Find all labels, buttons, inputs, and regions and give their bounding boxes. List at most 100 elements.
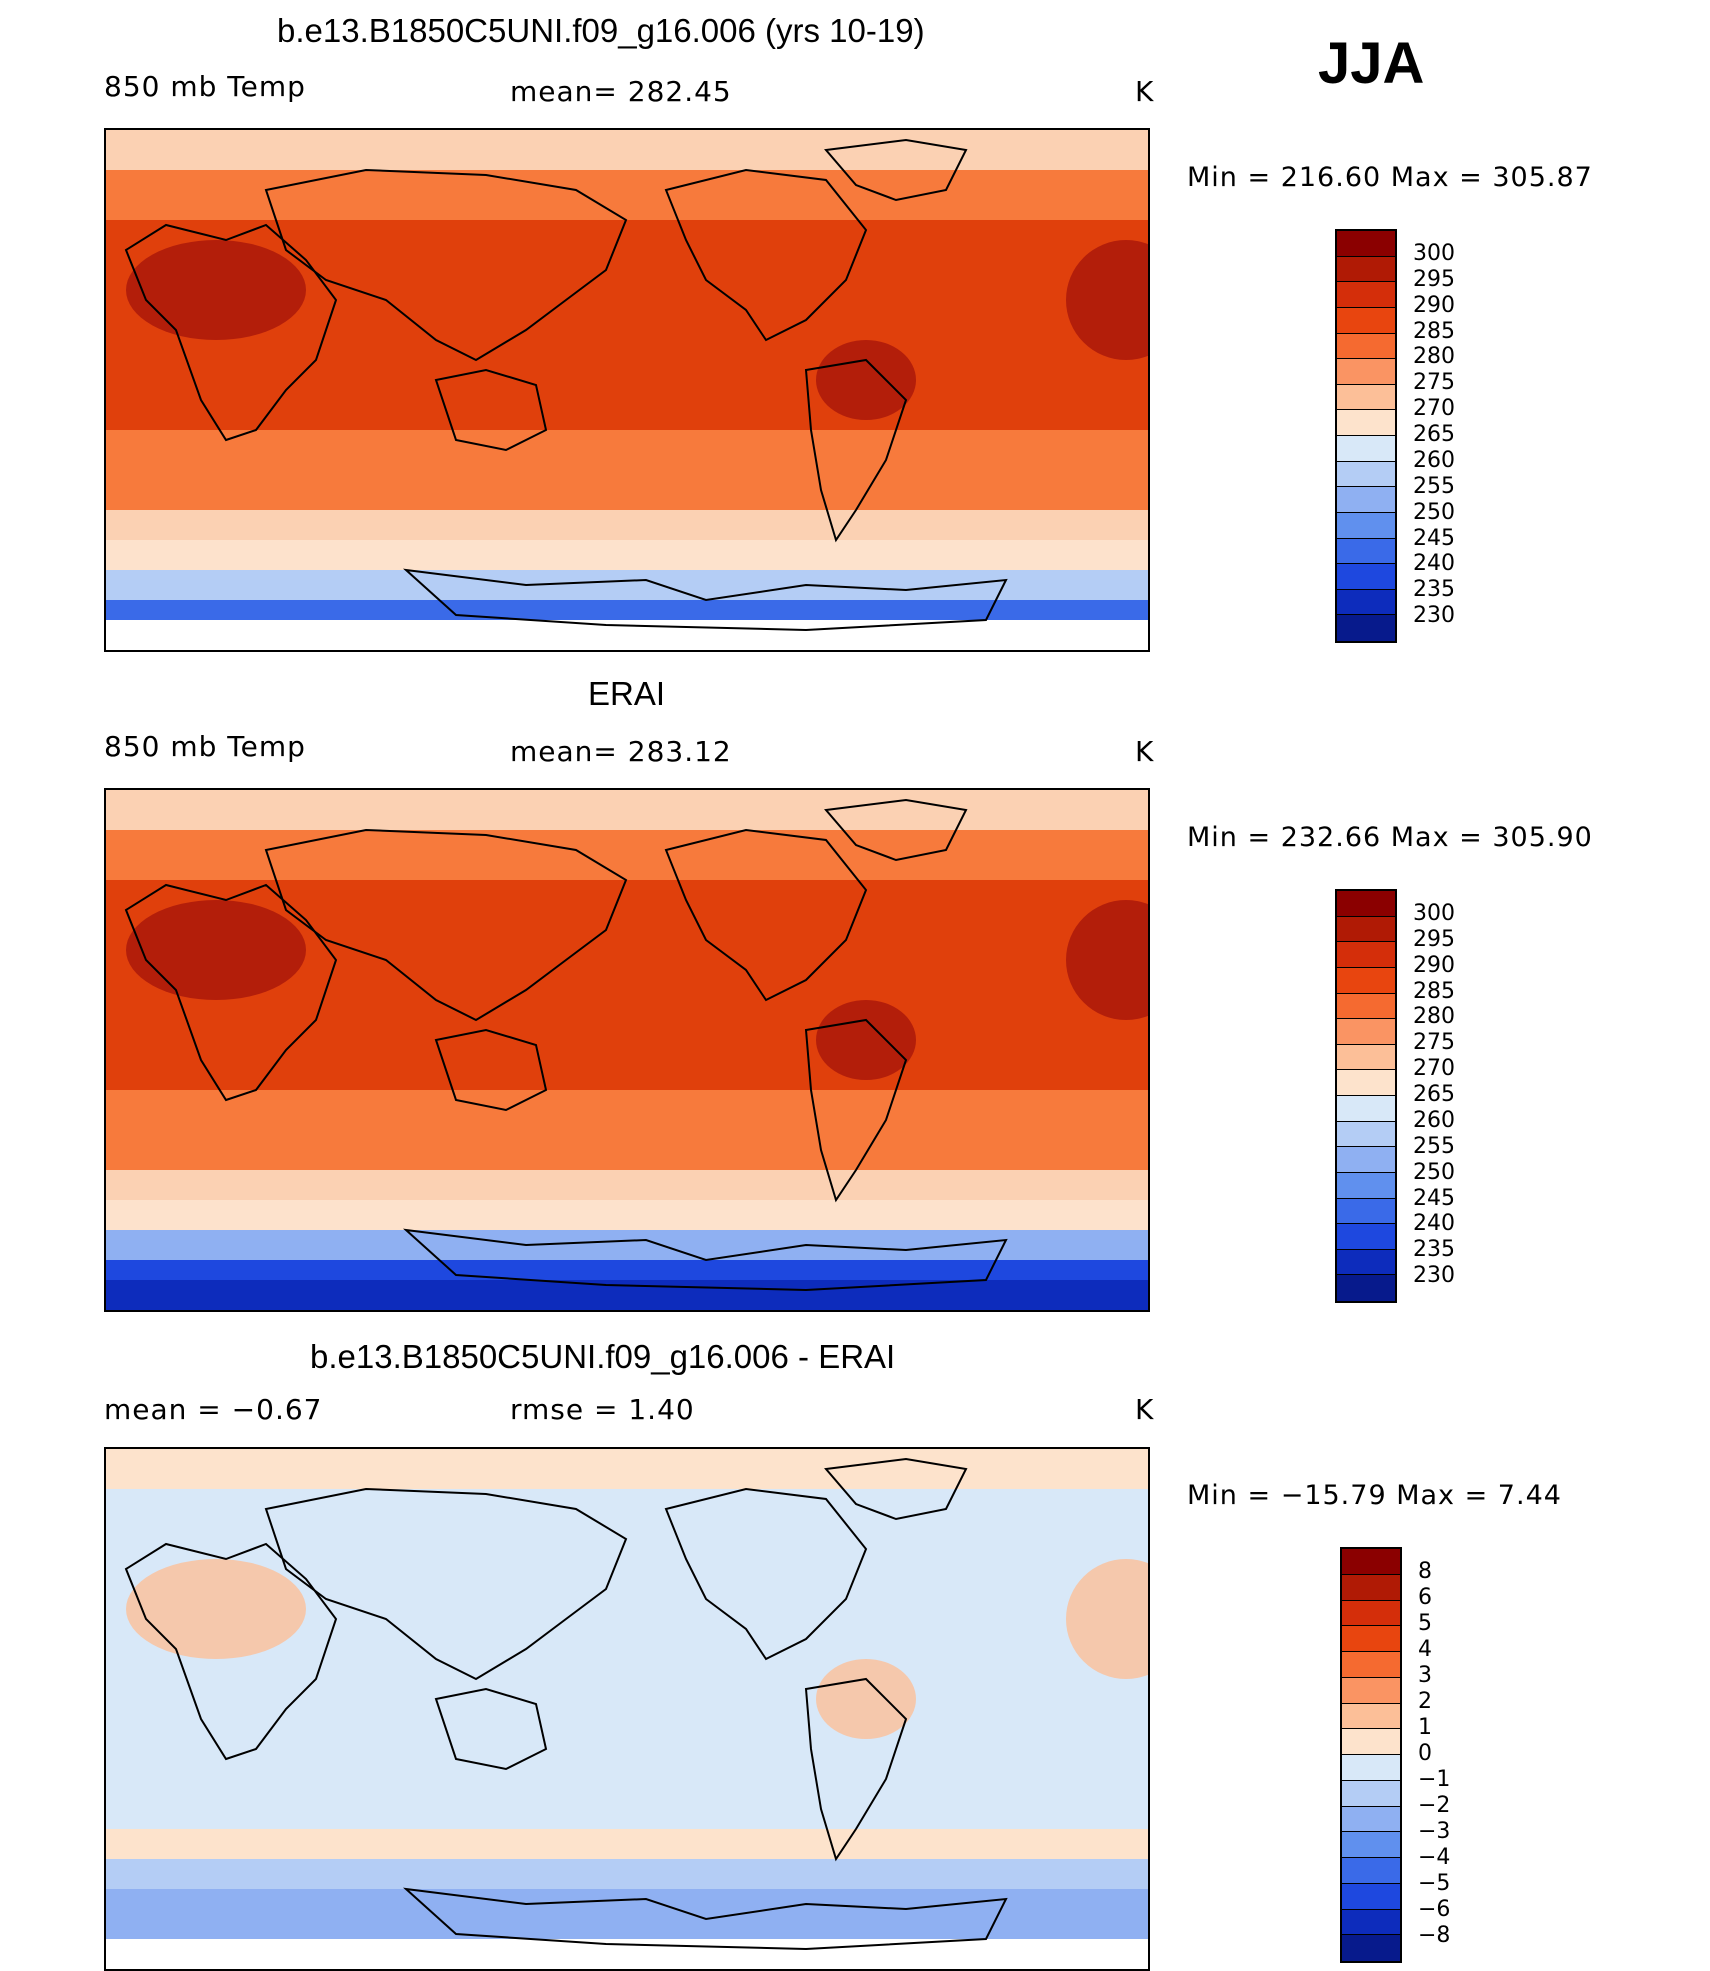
map-field-anomaly — [126, 1559, 306, 1659]
colorbar-swatch — [1337, 512, 1395, 539]
map-coastline — [824, 1457, 968, 1521]
colorbar-tick-label: 275 — [1413, 1030, 1455, 1056]
colorbar-tick-label: 3 — [1418, 1663, 1432, 1688]
colorbar-tick-label: 8 — [1418, 1559, 1432, 1584]
colorbar-swatch — [1342, 1703, 1400, 1730]
map-field-band — [106, 170, 1148, 220]
colorbar-tick-label: 280 — [1413, 1004, 1455, 1030]
colorbar-swatch — [1342, 1909, 1400, 1936]
colorbar-swatch — [1337, 410, 1395, 436]
panel-2-minmax: Min = 232.66 Max = 305.90 — [1187, 822, 1593, 853]
map-coastline — [804, 1677, 908, 1862]
colorbar-tick-label: 5 — [1418, 1611, 1432, 1636]
colorbar-tick-label: 300 — [1413, 900, 1455, 926]
colorbar-tick-label: 255 — [1413, 473, 1455, 499]
map-field-band — [106, 130, 1148, 170]
colorbar-tick-label: 0 — [1418, 1741, 1432, 1766]
colorbar-tick-label: 270 — [1413, 396, 1455, 422]
colorbar-tick-label: −5 — [1418, 1871, 1451, 1896]
colorbar-tick-label: −4 — [1418, 1845, 1451, 1870]
colorbar-swatch — [1337, 942, 1395, 968]
colorbar-tick-label: 245 — [1413, 525, 1455, 551]
map-coastline — [402, 568, 1008, 632]
panel-2-title: ERAI — [588, 675, 666, 712]
colorbar-tick-label: 275 — [1413, 370, 1455, 396]
map-coastline — [664, 168, 868, 342]
colorbar-tick-label: 4 — [1418, 1637, 1432, 1662]
colorbar-swatch — [1337, 993, 1395, 1020]
colorbar-swatch — [1337, 436, 1395, 462]
map-field-band — [106, 1230, 1148, 1260]
colorbar-swatch — [1337, 231, 1395, 257]
colorbar-swatch — [1342, 1832, 1400, 1858]
map-coastline — [434, 368, 548, 452]
map-field-anomaly — [816, 1659, 916, 1739]
colorbar-swatch — [1337, 564, 1395, 590]
colorbar-tick-label: 230 — [1413, 1263, 1455, 1289]
colorbar-tick-label: −3 — [1418, 1819, 1451, 1844]
colorbar-swatch — [1342, 1677, 1400, 1704]
panel-3-rmse-label: rmse = 1.40 — [510, 1393, 695, 1426]
colorbar-swatch — [1337, 1096, 1395, 1122]
map-coastline — [124, 1542, 338, 1761]
colorbar-tick-label: 1 — [1418, 1715, 1432, 1740]
colorbar-tick-label: 245 — [1413, 1185, 1455, 1211]
colorbar-swatch — [1342, 1883, 1400, 1910]
map-field-band — [106, 1200, 1148, 1230]
colorbar-swatch — [1337, 1249, 1395, 1276]
map-field-anomaly — [1066, 240, 1148, 360]
map-coastline — [402, 1228, 1008, 1292]
map-field-band — [106, 1829, 1148, 1859]
colorbar-tick-label: 270 — [1413, 1056, 1455, 1082]
panel-2-colorbar — [1335, 889, 1397, 1303]
colorbar-swatch — [1342, 1729, 1400, 1755]
colorbar-swatch — [1337, 538, 1395, 565]
colorbar-tick-label: 240 — [1413, 1211, 1455, 1237]
colorbar-swatch — [1337, 487, 1395, 513]
colorbar-swatch — [1342, 1574, 1400, 1601]
panel-2-variable-label: 850 mb Temp — [104, 730, 306, 763]
map-coastline — [264, 828, 628, 1022]
colorbar-swatch — [1337, 307, 1395, 334]
map-field-anomaly — [816, 340, 916, 420]
map-field-anomaly — [816, 1000, 916, 1080]
colorbar-swatch — [1337, 461, 1395, 488]
panel-3-map — [104, 1447, 1150, 1971]
map-coastline — [124, 883, 338, 1102]
colorbar-tick-label: −8 — [1418, 1923, 1451, 1948]
colorbar-tick-label: 240 — [1413, 551, 1455, 577]
colorbar-tick-label: 250 — [1413, 1159, 1455, 1185]
map-coastline — [402, 1887, 1008, 1951]
panel-1-units-label: K — [1135, 75, 1155, 108]
colorbar-tick-label: 260 — [1413, 447, 1455, 473]
colorbar-tick-label: 290 — [1413, 292, 1455, 318]
colorbar-tick-label: 290 — [1413, 952, 1455, 978]
colorbar-tick-label: −1 — [1418, 1767, 1451, 1792]
colorbar-swatch — [1337, 1224, 1395, 1250]
map-field-anomaly — [1066, 1559, 1148, 1679]
colorbar-tick-label: 285 — [1413, 978, 1455, 1004]
map-field-band — [106, 1889, 1148, 1919]
map-coastline — [434, 1028, 548, 1112]
colorbar-tick-label: 235 — [1413, 577, 1455, 603]
colorbar-tick-label: 265 — [1413, 1082, 1455, 1107]
map-field-band — [106, 510, 1148, 540]
map-field-band — [106, 1449, 1148, 1489]
colorbar-swatch — [1342, 1858, 1400, 1884]
colorbar-tick-label: 295 — [1413, 266, 1455, 292]
colorbar-swatch — [1342, 1652, 1400, 1678]
panel-3-units-label: K — [1135, 1393, 1155, 1426]
map-field-anomaly — [126, 240, 306, 340]
colorbar-tick-label: 235 — [1413, 1237, 1455, 1263]
colorbar-swatch — [1337, 615, 1395, 641]
colorbar-swatch — [1337, 1147, 1395, 1173]
colorbar-swatch — [1337, 967, 1395, 994]
panel-2-units-label: K — [1135, 735, 1155, 768]
colorbar-tick-label: 295 — [1413, 926, 1455, 952]
map-field-anomaly — [1066, 900, 1148, 1020]
colorbar-swatch — [1337, 333, 1395, 360]
colorbar-swatch — [1337, 589, 1395, 616]
map-field-band — [106, 570, 1148, 600]
colorbar-tick-label: 285 — [1413, 318, 1455, 344]
colorbar-swatch — [1337, 1198, 1395, 1225]
